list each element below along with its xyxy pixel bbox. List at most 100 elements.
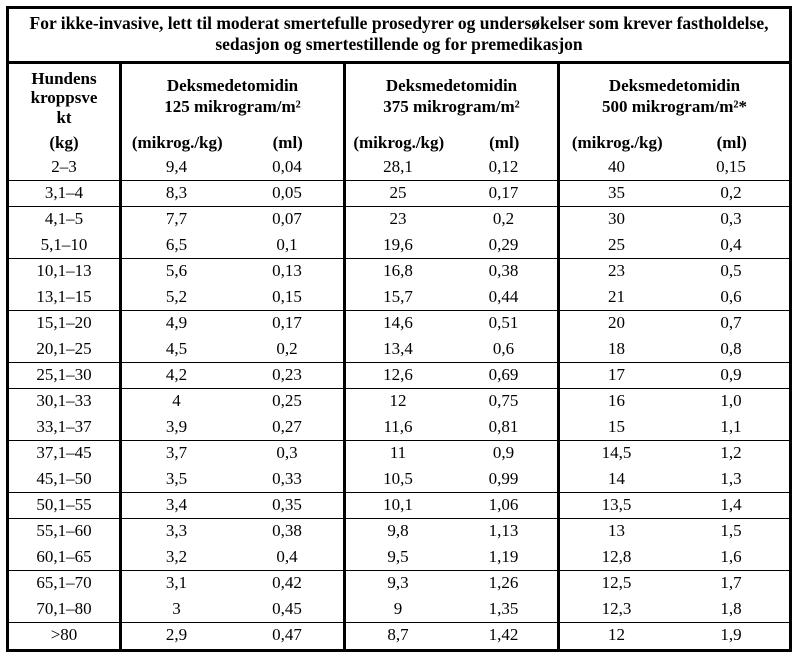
dose-value-cell: 19,6 xyxy=(343,232,450,259)
dose-value-cell: 3,5 xyxy=(119,466,231,493)
dose-value-cell: 1,19 xyxy=(450,545,557,571)
dose-value-cell: 0,47 xyxy=(272,625,302,645)
weight-range-cell: 37,1–45 xyxy=(36,443,92,463)
dose-value-cell: 0,23 xyxy=(231,363,343,389)
dose-value-cell: 0,5 xyxy=(720,261,742,281)
dose-value-cell: 12,5 xyxy=(557,570,673,597)
group-500-dose: 500 mikrogram/m²* xyxy=(601,96,747,116)
group-125-name: Deksmedetomidin xyxy=(166,75,299,95)
dose-value-cell: 0,51 xyxy=(488,313,519,333)
dose-value-cell: 1,0 xyxy=(720,391,742,411)
dose-value-cell: 5,2 xyxy=(119,284,231,311)
dose-value-cell: 8,3 xyxy=(119,180,231,207)
dose-value-cell: 0,25 xyxy=(272,391,302,411)
dose-value-cell: 11,6 xyxy=(343,414,450,441)
dose-value-cell: 1,13 xyxy=(488,521,519,541)
group-header-125: Deksmedetomidin 125 mikrogram/m² (mikrog… xyxy=(119,63,343,155)
dose-value-cell: 9 xyxy=(343,596,450,623)
weight-column-header: Hundens kroppsve kt (kg) xyxy=(9,64,119,155)
dose-value-cell: 1,1 xyxy=(673,415,789,441)
group-500-unit-ml: (ml) xyxy=(716,132,747,152)
group-500-units: (mikrog./kg) (ml) xyxy=(560,133,789,153)
dose-value-cell: 0,4 xyxy=(231,545,343,571)
group-375-name: Deksmedetomidin xyxy=(385,75,518,95)
dose-value-cell: 1,3 xyxy=(673,467,789,493)
dose-value-cell: 4,9 xyxy=(119,310,231,337)
dose-value-cell: 13 xyxy=(557,518,673,545)
weight-header-line2: kroppsve xyxy=(30,88,98,108)
dose-value-cell: 40 xyxy=(557,154,673,181)
dose-value-cell: 1,26 xyxy=(488,573,519,593)
dose-value-cell: 1,42 xyxy=(488,625,519,645)
weight-range-cell: 10,1–13 xyxy=(36,261,92,281)
dose-value-cell: 13,4 xyxy=(343,336,450,363)
dose-value-cell: 0,99 xyxy=(450,467,557,493)
dose-value-cell: 23 xyxy=(343,206,450,233)
dose-value-cell: 28,1 xyxy=(343,154,450,181)
group-500-unit-mikrog: (mikrog./kg) xyxy=(571,132,663,152)
dose-value-cell: 10,5 xyxy=(343,466,450,493)
dose-value-cell: 0,9 xyxy=(492,443,515,463)
table-title-line2: sedasjon og smertestillende og for preme… xyxy=(215,34,583,55)
dose-value-cell: 23 xyxy=(557,258,673,285)
dose-value-cell: 0,45 xyxy=(231,597,343,623)
dose-value-cell: 2,9 xyxy=(119,622,231,649)
weight-header-line3: kt xyxy=(56,107,72,127)
dose-value-cell: 3,3 xyxy=(119,518,231,545)
dose-value-cell: 0,8 xyxy=(673,337,789,363)
dose-value-cell: 30 xyxy=(557,206,673,233)
dose-value-cell: 0,81 xyxy=(450,415,557,441)
group-125-unit-mikrog: (mikrog./kg) xyxy=(131,132,223,152)
group-header-125-title: Deksmedetomidin 125 mikrogram/m² xyxy=(122,69,343,118)
dose-value-cell: 7,7 xyxy=(119,206,231,233)
dose-value-cell: 0,2 xyxy=(673,181,789,207)
dose-value-cell: 0,3 xyxy=(720,209,742,229)
weight-range-cell: 33,1–37 xyxy=(9,415,119,441)
dose-value-cell: 4,2 xyxy=(119,362,231,389)
weight-range-cell: 25,1–30 xyxy=(9,363,119,389)
dose-value-cell: 11 xyxy=(343,440,450,467)
weight-range-cell: 55,1–60 xyxy=(36,521,92,541)
dose-value-cell: 1,9 xyxy=(720,625,742,645)
dose-value-cell: 12 xyxy=(343,388,450,415)
dose-value-cell: 0,07 xyxy=(272,209,302,229)
dose-value-cell: 8,7 xyxy=(343,622,450,649)
dose-value-cell: 14,5 xyxy=(557,440,673,467)
dose-value-cell: 0,75 xyxy=(488,391,519,411)
weight-range-cell: 3,1–4 xyxy=(9,181,119,207)
dose-value-cell: 16,8 xyxy=(343,258,450,285)
dose-value-cell: 1,06 xyxy=(450,493,557,519)
dose-value-cell: 0,17 xyxy=(450,181,557,207)
dose-value-cell: 0,04 xyxy=(231,155,343,181)
group-125-units: (mikrog./kg) (ml) xyxy=(122,133,343,153)
dose-value-cell: 9,5 xyxy=(343,544,450,571)
dose-value-cell: 25 xyxy=(557,232,673,259)
dose-value-cell: 3,4 xyxy=(119,492,231,519)
dose-value-cell: 3,2 xyxy=(119,544,231,571)
group-375-units: (mikrog./kg) (ml) xyxy=(346,133,557,153)
weight-unit-label: (kg) xyxy=(49,132,79,152)
weight-header-line1: Hundens xyxy=(31,68,97,88)
dose-value-cell: 0,29 xyxy=(450,233,557,259)
weight-range-cell: 45,1–50 xyxy=(9,467,119,493)
dose-value-cell: 0,4 xyxy=(673,233,789,259)
group-375-dose: 375 mikrogram/m² xyxy=(383,96,520,116)
dose-value-cell: 1,6 xyxy=(673,545,789,571)
dose-value-cell: 12,6 xyxy=(343,362,450,389)
dose-value-cell: 10,1 xyxy=(343,492,450,519)
table-title-line1: For ikke-invasive, lett til moderat smer… xyxy=(29,13,769,33)
dose-value-cell: 25 xyxy=(343,180,450,207)
weight-range-cell: 50,1–55 xyxy=(9,493,119,519)
weight-range-cell: 20,1–25 xyxy=(9,337,119,363)
dose-value-cell: 3,9 xyxy=(119,414,231,441)
weight-range-cell: 60,1–65 xyxy=(9,545,119,571)
weight-range-cell: 30,1–33 xyxy=(36,391,92,411)
dose-value-cell: 6,5 xyxy=(119,232,231,259)
dose-value-cell: 0,27 xyxy=(231,415,343,441)
dose-value-cell: 3,1 xyxy=(119,570,231,597)
weight-range-cell: 5,1–10 xyxy=(9,233,119,259)
group-header-375-title: Deksmedetomidin 375 mikrogram/m² xyxy=(346,69,557,118)
dose-value-cell: 3,7 xyxy=(119,440,231,467)
group-header-375: Deksmedetomidin 375 mikrogram/m² (mikrog… xyxy=(343,63,557,155)
dose-value-cell: 0,15 xyxy=(673,155,789,181)
